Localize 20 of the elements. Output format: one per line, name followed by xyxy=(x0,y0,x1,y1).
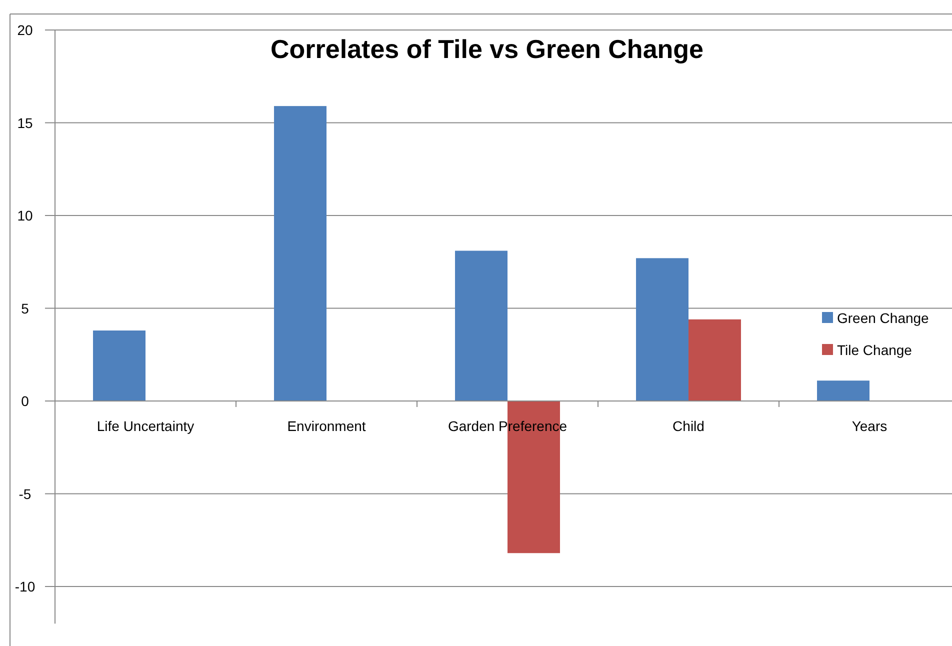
y-tick-label: -5 xyxy=(18,486,32,502)
legend-label: Tile Change xyxy=(837,342,912,358)
bar xyxy=(688,319,741,401)
x-tick-label: Years xyxy=(852,418,888,434)
y-tick-label: 0 xyxy=(21,393,30,409)
bar xyxy=(455,250,508,401)
y-tick-label: -10 xyxy=(14,578,36,594)
legend-label: Green Change xyxy=(837,310,930,326)
x-tick-label: Child xyxy=(672,418,704,434)
bar xyxy=(93,330,146,401)
y-tick-label: 5 xyxy=(21,300,30,316)
y-tick-label: 10 xyxy=(17,208,33,224)
bar xyxy=(636,258,688,401)
x-tick-label: Life Uncertainty xyxy=(96,418,194,434)
y-tick-label: 20 xyxy=(17,22,33,38)
x-tick-label: Environment xyxy=(287,418,366,434)
y-tick-label: 15 xyxy=(17,114,33,131)
bar xyxy=(817,380,870,401)
chart-title: Correlates of Tile vs Green Change xyxy=(270,34,704,64)
bar xyxy=(274,106,326,401)
